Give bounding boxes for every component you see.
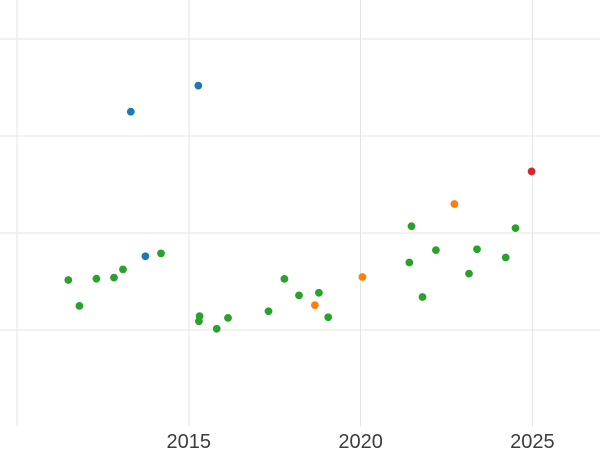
svg-text:2020: 2020 (338, 431, 383, 450)
svg-text:2025: 2025 (510, 431, 555, 450)
svg-text:2015: 2015 (167, 431, 212, 450)
